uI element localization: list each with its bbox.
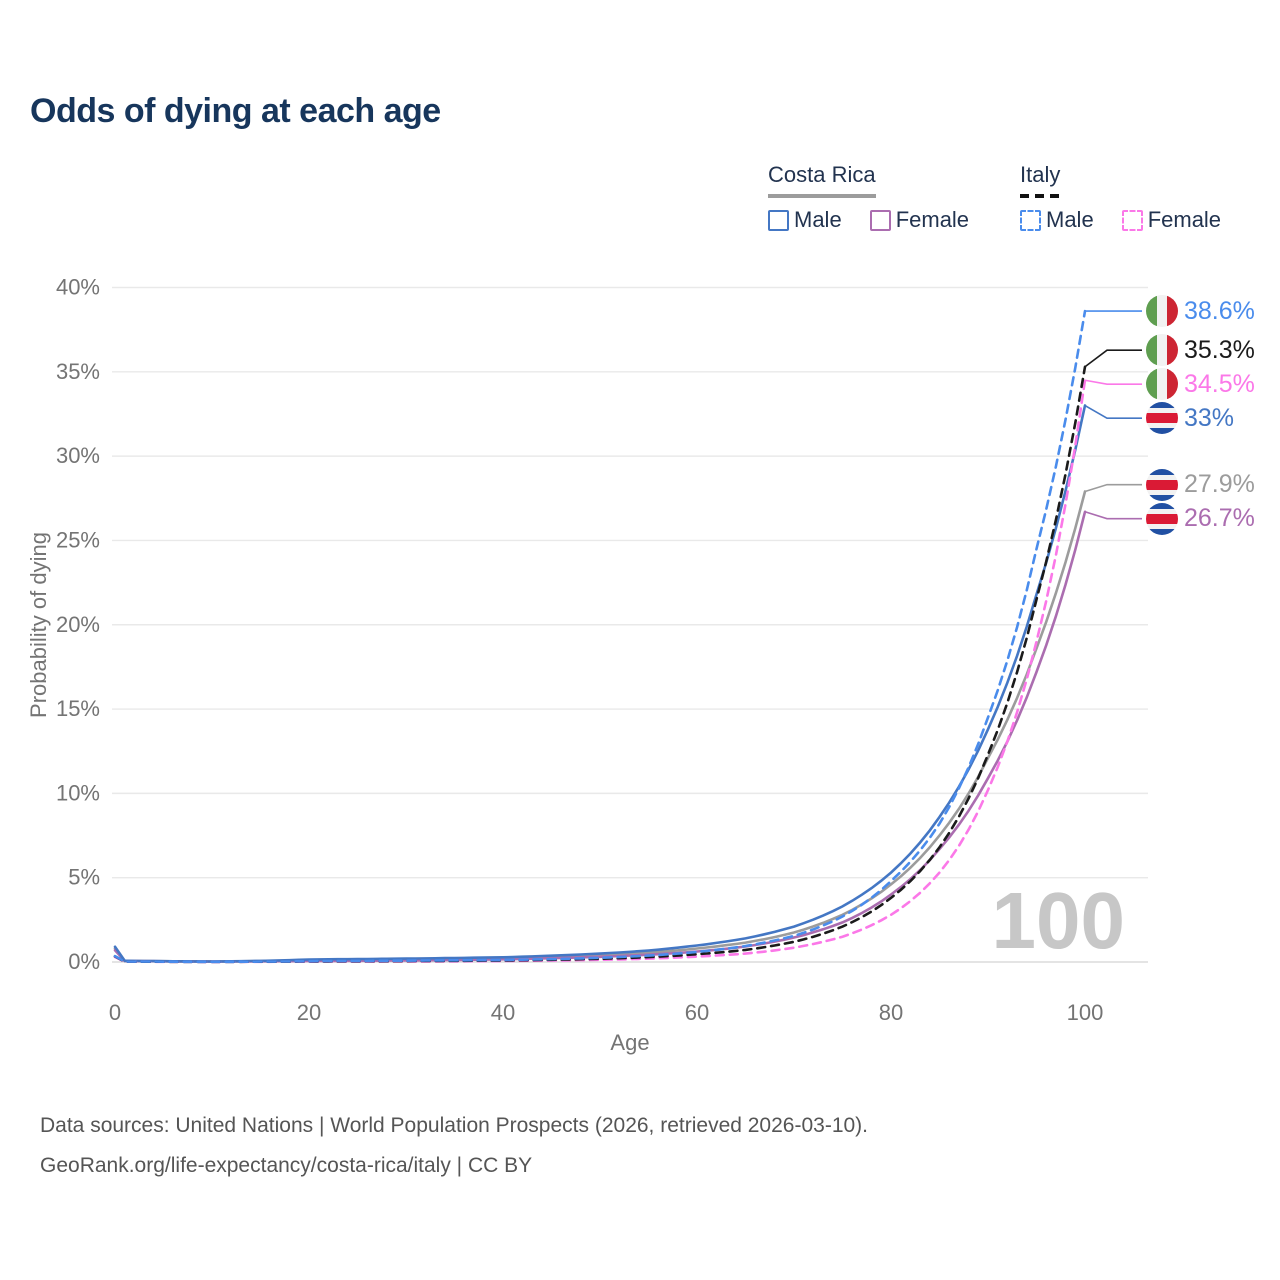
end-label-costa-rica-male: 33% [1146,401,1234,435]
end-label-value: 38.6% [1184,296,1255,325]
legend-group-costa-rica: Costa Rica Male Female [768,162,969,233]
end-label-connector [1084,379,1142,385]
end-label-value: 35.3% [1184,335,1255,364]
series-line-italy-female[interactable] [113,378,1087,964]
y-tick-0: 0% [68,949,100,974]
end-label-costa-rica-both: 27.9% [1146,468,1255,502]
x-tick-100: 100 [1067,1000,1104,1025]
y-tick-15: 15% [56,696,100,721]
page-title: Odds of dying at each age [30,92,441,130]
legend-row-italy: Male Female [1020,207,1221,233]
series-line-italy-male[interactable] [113,309,1087,964]
end-label-connector [1084,404,1142,419]
legend-swatch-icon [869,209,891,231]
legend-item-label: Male [794,207,842,232]
y-axis-title: Probability of dying [26,532,51,718]
legend-group-italy: Italy Male Female [1020,162,1221,233]
end-label-value: 26.7% [1184,504,1255,533]
legend-item-label: Female [1147,207,1222,232]
legend-item-label: Female [895,207,970,232]
legend-underline-costa-rica [768,194,876,198]
italy-flag-icon [1146,334,1178,367]
legend-swatch-icon [1020,209,1041,231]
x-tick-0: 0 [109,1000,121,1025]
end-label-costa-rica-female: 26.7% [1146,502,1255,536]
footer-data-sources: Data sources: United Nations | World Pop… [40,1114,869,1137]
legend-header-italy: Italy [1020,162,1061,187]
y-tick-30: 30% [56,443,100,468]
end-label-italy-both: 35.3% [1146,333,1255,367]
end-label-connector [1084,483,1142,493]
costa-rica-flag-icon [1146,502,1178,535]
legend-swatch-icon [1121,209,1143,231]
legend-item-label: Male [1046,207,1094,232]
x-tick-40: 40 [491,1000,515,1025]
legend-swatch-icon [768,209,789,231]
y-tick-40: 40% [56,275,100,300]
end-label-connector [1084,349,1142,368]
italy-flag-icon [1146,295,1178,328]
legend-row-costa-rica: Male Female [768,207,969,233]
x-axis-title: Age [610,1030,649,1055]
y-tick-25: 25% [56,527,100,552]
hovered-age-watermark: 100 [992,876,1125,965]
end-label-italy-male: 38.6% [1146,294,1255,328]
footer: Data sources: United Nations | World Pop… [40,1106,868,1186]
legend-item-italy-female[interactable]: Female [1121,207,1222,233]
end-label-italy-female: 34.5% [1146,367,1255,401]
legend-item-costa-rica-female[interactable]: Female [869,207,970,233]
y-tick-5: 5% [68,865,100,890]
legend-item-costa-rica-male[interactable]: Male [768,207,842,233]
end-label-value: 27.9% [1184,470,1255,499]
legend-header-costa-rica: Costa Rica [768,162,876,187]
italy-flag-icon [1146,368,1178,401]
legend-item-italy-male[interactable]: Male [1020,207,1094,233]
costa-rica-flag-icon [1146,468,1178,501]
x-tick-20: 20 [297,1000,321,1025]
end-label-value: 34.5% [1184,369,1255,398]
series-line-costa-rica-male[interactable] [113,404,1087,963]
costa-rica-flag-icon [1146,402,1178,435]
series-line-costa-rica-female[interactable] [113,510,1087,963]
x-tick-80: 80 [879,1000,903,1025]
y-tick-35: 35% [56,359,100,384]
footer-attribution: GeoRank.org/life-expectancy/costa-rica/i… [40,1154,533,1177]
y-tick-20: 20% [56,612,100,637]
series-line-costa-rica-both[interactable] [113,490,1087,963]
end-label-value: 33% [1184,403,1235,432]
x-tick-60: 60 [685,1000,709,1025]
end-label-connector [1084,511,1142,520]
legend-underline-italy [1020,194,1060,198]
y-tick-10: 10% [56,780,100,805]
